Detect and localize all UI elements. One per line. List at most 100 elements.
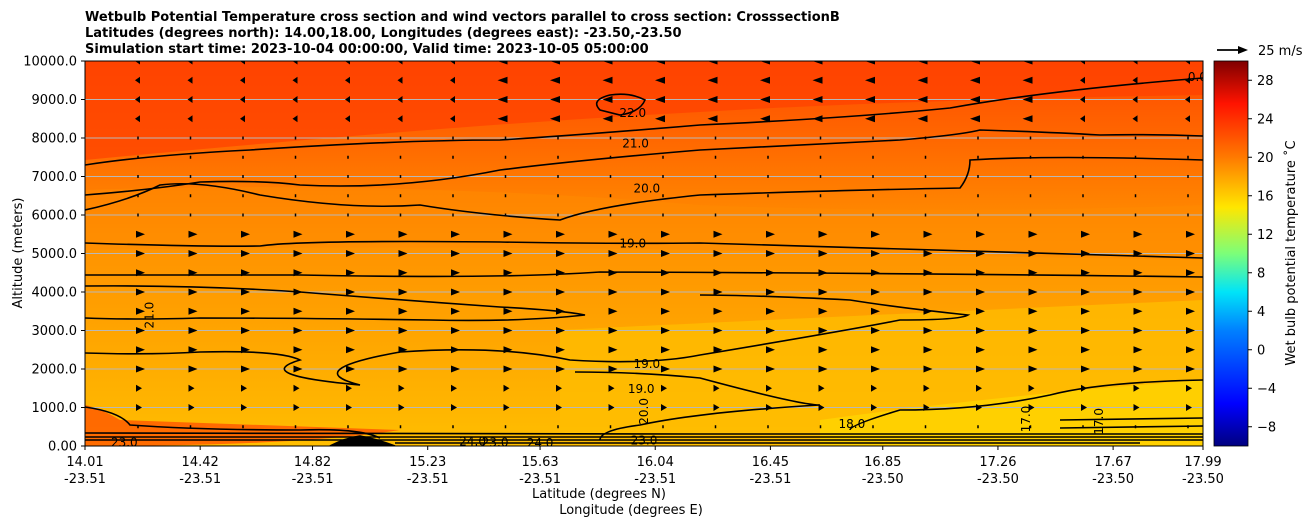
colorbar-tick-label: −8 [1257, 420, 1276, 435]
wind-vector [602, 61, 613, 65]
wind-vector [135, 76, 140, 84]
wind-vector [1028, 404, 1035, 411]
y-tick-label: 7000.0 [32, 170, 78, 185]
wind-vector [136, 365, 145, 373]
wind-vector [503, 384, 510, 392]
wind-vector [398, 307, 408, 315]
wind-vector [1022, 61, 1033, 65]
wind-vector [135, 96, 140, 103]
x-tick-label-lat: 16.45 [752, 455, 789, 470]
wind-vector [976, 365, 985, 373]
wind-vector [970, 115, 980, 123]
y-tick-label: 5000.0 [32, 247, 78, 262]
wind-vector [346, 288, 355, 296]
wind-vector [451, 230, 460, 238]
colorbar: −8 −4 0 4 8 12 16 20 24 28 Wet bulb potential tem… [1213, 60, 1299, 447]
wind-vector [346, 404, 352, 411]
wind-vector [241, 288, 250, 296]
wind-vector [661, 288, 670, 296]
wind-vector [346, 250, 355, 257]
wind-vector [240, 96, 245, 103]
wind-vector [240, 61, 245, 65]
wind-vector [1186, 327, 1195, 334]
wind-vector [451, 327, 460, 334]
wind-vector [136, 346, 145, 354]
wind-vector [871, 307, 880, 315]
wind-vector [188, 288, 198, 296]
wind-vector [713, 404, 720, 411]
contour-labels: 22.0 21.0 20.0 19.0 21.0 19.0 19.0 20.0 18.0 17.0… [111, 70, 1203, 446]
wind-vector [1186, 250, 1195, 257]
wind-vector [812, 76, 823, 84]
wind-vector [1186, 384, 1192, 392]
gridlines [85, 99, 1203, 408]
y-axis: 0.00 1000.0 2000.0 3000.0 4000.0 5000.0 6000.0… [23, 55, 85, 455]
contour-lines [85, 77, 1203, 446]
wind-vector [136, 288, 145, 296]
wind-vector [1133, 346, 1143, 354]
wind-vector [187, 96, 193, 103]
wind-vector [970, 61, 980, 65]
wind-vector [497, 96, 508, 103]
wind-vector [818, 327, 828, 334]
wind-vector [1186, 269, 1195, 277]
wind-vector [923, 288, 933, 296]
wind-vector [760, 76, 770, 84]
wind-vector [976, 288, 985, 296]
x-tick-label-lon: -23.51 [64, 472, 106, 487]
wind-vector [707, 76, 718, 84]
wind-vector [608, 384, 615, 392]
wind-vector [241, 230, 250, 238]
colorbar-tick-label: 12 [1257, 228, 1274, 243]
wind-vector [503, 365, 513, 373]
wind-vector [1081, 327, 1090, 334]
wind-vector [661, 404, 667, 411]
contour-line [329, 435, 396, 446]
wind-vector [713, 365, 723, 373]
wind-vector [188, 346, 198, 354]
wind-vector [923, 384, 930, 392]
wind-vector [503, 269, 513, 277]
wind-vector [497, 115, 508, 123]
wind-vector [346, 327, 355, 334]
quiver-key-label: 25 m/s [1258, 44, 1303, 59]
wind-vector [766, 365, 775, 373]
contour-line [1059, 417, 1203, 429]
wind-vector [865, 76, 875, 84]
wind-vector [608, 365, 618, 373]
wind-vector [556, 365, 565, 373]
wind-vector [503, 327, 513, 334]
wind-vector [397, 61, 403, 65]
wind-vector [1022, 76, 1033, 84]
wind-vector [1022, 115, 1033, 123]
x-tick-label-lon: -23.51 [519, 472, 561, 487]
contour-label: 17.0 [1092, 408, 1106, 435]
wind-vector [655, 96, 665, 103]
wind-vector [346, 230, 355, 238]
wind-vector [713, 346, 723, 354]
wind-vector [497, 61, 508, 65]
wind-vector [398, 365, 408, 373]
y-axis-label: Altitude (meters) [11, 198, 26, 309]
wind-vector [871, 384, 877, 392]
wind-vector [292, 115, 298, 123]
wind-vector [556, 250, 565, 257]
contour-label: 21.0 [143, 302, 157, 329]
wind-vector [602, 115, 613, 123]
wind-vector [1132, 115, 1138, 123]
warm-patch-upper [85, 61, 1203, 160]
quiver-key: 25 m/s [1217, 44, 1303, 59]
wind-vector [346, 384, 352, 392]
wind-vector [1080, 115, 1085, 123]
x-axis-label-2: Longitude (degrees E) [559, 503, 703, 518]
wind-vector [451, 384, 457, 392]
wind-vector [292, 76, 298, 84]
wind-vector [1132, 96, 1138, 103]
wind-vector [1081, 307, 1090, 315]
wind-vector [1186, 346, 1195, 354]
contour-label: 20.0 [637, 398, 651, 425]
wind-vector [713, 250, 723, 257]
wind-vector [661, 384, 667, 392]
colorbar-tick-label: 4 [1257, 305, 1265, 320]
wind-vector [451, 269, 460, 277]
